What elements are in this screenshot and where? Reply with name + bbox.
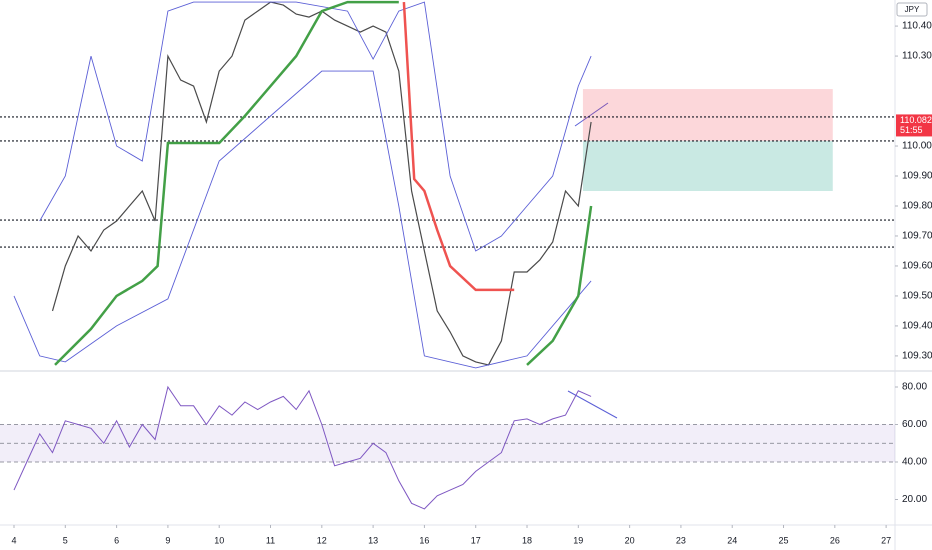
countdown: 51:55 xyxy=(900,125,923,135)
x-tick-label: 11 xyxy=(266,535,275,545)
y-tick-label: 110.300 xyxy=(902,51,932,62)
rsi-line xyxy=(13,385,592,510)
currency-badge[interactable] xyxy=(896,2,928,17)
y-tick-label: 109.500 xyxy=(902,291,932,302)
x-tick-label: 18 xyxy=(522,535,532,545)
last-price-box xyxy=(896,114,932,137)
x-tick-label: 13 xyxy=(368,535,378,545)
y-tick-label: 109.600 xyxy=(902,261,932,272)
series-line xyxy=(54,0,593,366)
x-tick-label: 27 xyxy=(881,535,891,545)
y-tick-label: 20.00 xyxy=(902,494,927,505)
y-tick-label: 109.800 xyxy=(902,201,932,212)
x-tick-label: 12 xyxy=(317,535,327,545)
y-tick-label: 110.000 xyxy=(902,141,932,152)
x-tick-label: 16 xyxy=(419,535,429,545)
x-tick-label: 5 xyxy=(63,535,68,545)
x-tick-label: 25 xyxy=(779,535,789,545)
target-zone xyxy=(582,140,833,191)
x-tick-label: 20 xyxy=(625,535,635,545)
x-tick-label: 26 xyxy=(830,535,840,545)
x-tick-label: 24 xyxy=(727,535,737,545)
y-tick-label: 109.300 xyxy=(902,351,932,362)
series-line xyxy=(13,70,592,369)
y-tick-label: 109.400 xyxy=(902,321,932,332)
x-tick-label: 6 xyxy=(114,535,119,545)
x-tick-label: 17 xyxy=(471,535,481,545)
x-tick-label: 4 xyxy=(11,535,16,545)
series-line xyxy=(402,2,515,292)
x-tick-label: 9 xyxy=(165,535,170,545)
series-line xyxy=(39,1,592,252)
price-trendline xyxy=(574,102,609,127)
last-price: 110.082 xyxy=(900,115,932,125)
x-tick-label: 23 xyxy=(676,535,686,545)
y-tick-label: 40.00 xyxy=(902,457,927,468)
x-tick-label: 19 xyxy=(573,535,583,545)
y-tick-label: 80.00 xyxy=(902,382,927,393)
y-tick-label: 109.700 xyxy=(902,231,932,242)
y-tick-label: 109.900 xyxy=(902,171,932,182)
y-tick-label: 110.400 xyxy=(902,21,932,32)
x-tick-label: 10 xyxy=(214,535,224,545)
stop-zone xyxy=(582,89,833,141)
currency: JPY xyxy=(905,5,920,14)
y-tick-label: 60.00 xyxy=(902,419,927,430)
